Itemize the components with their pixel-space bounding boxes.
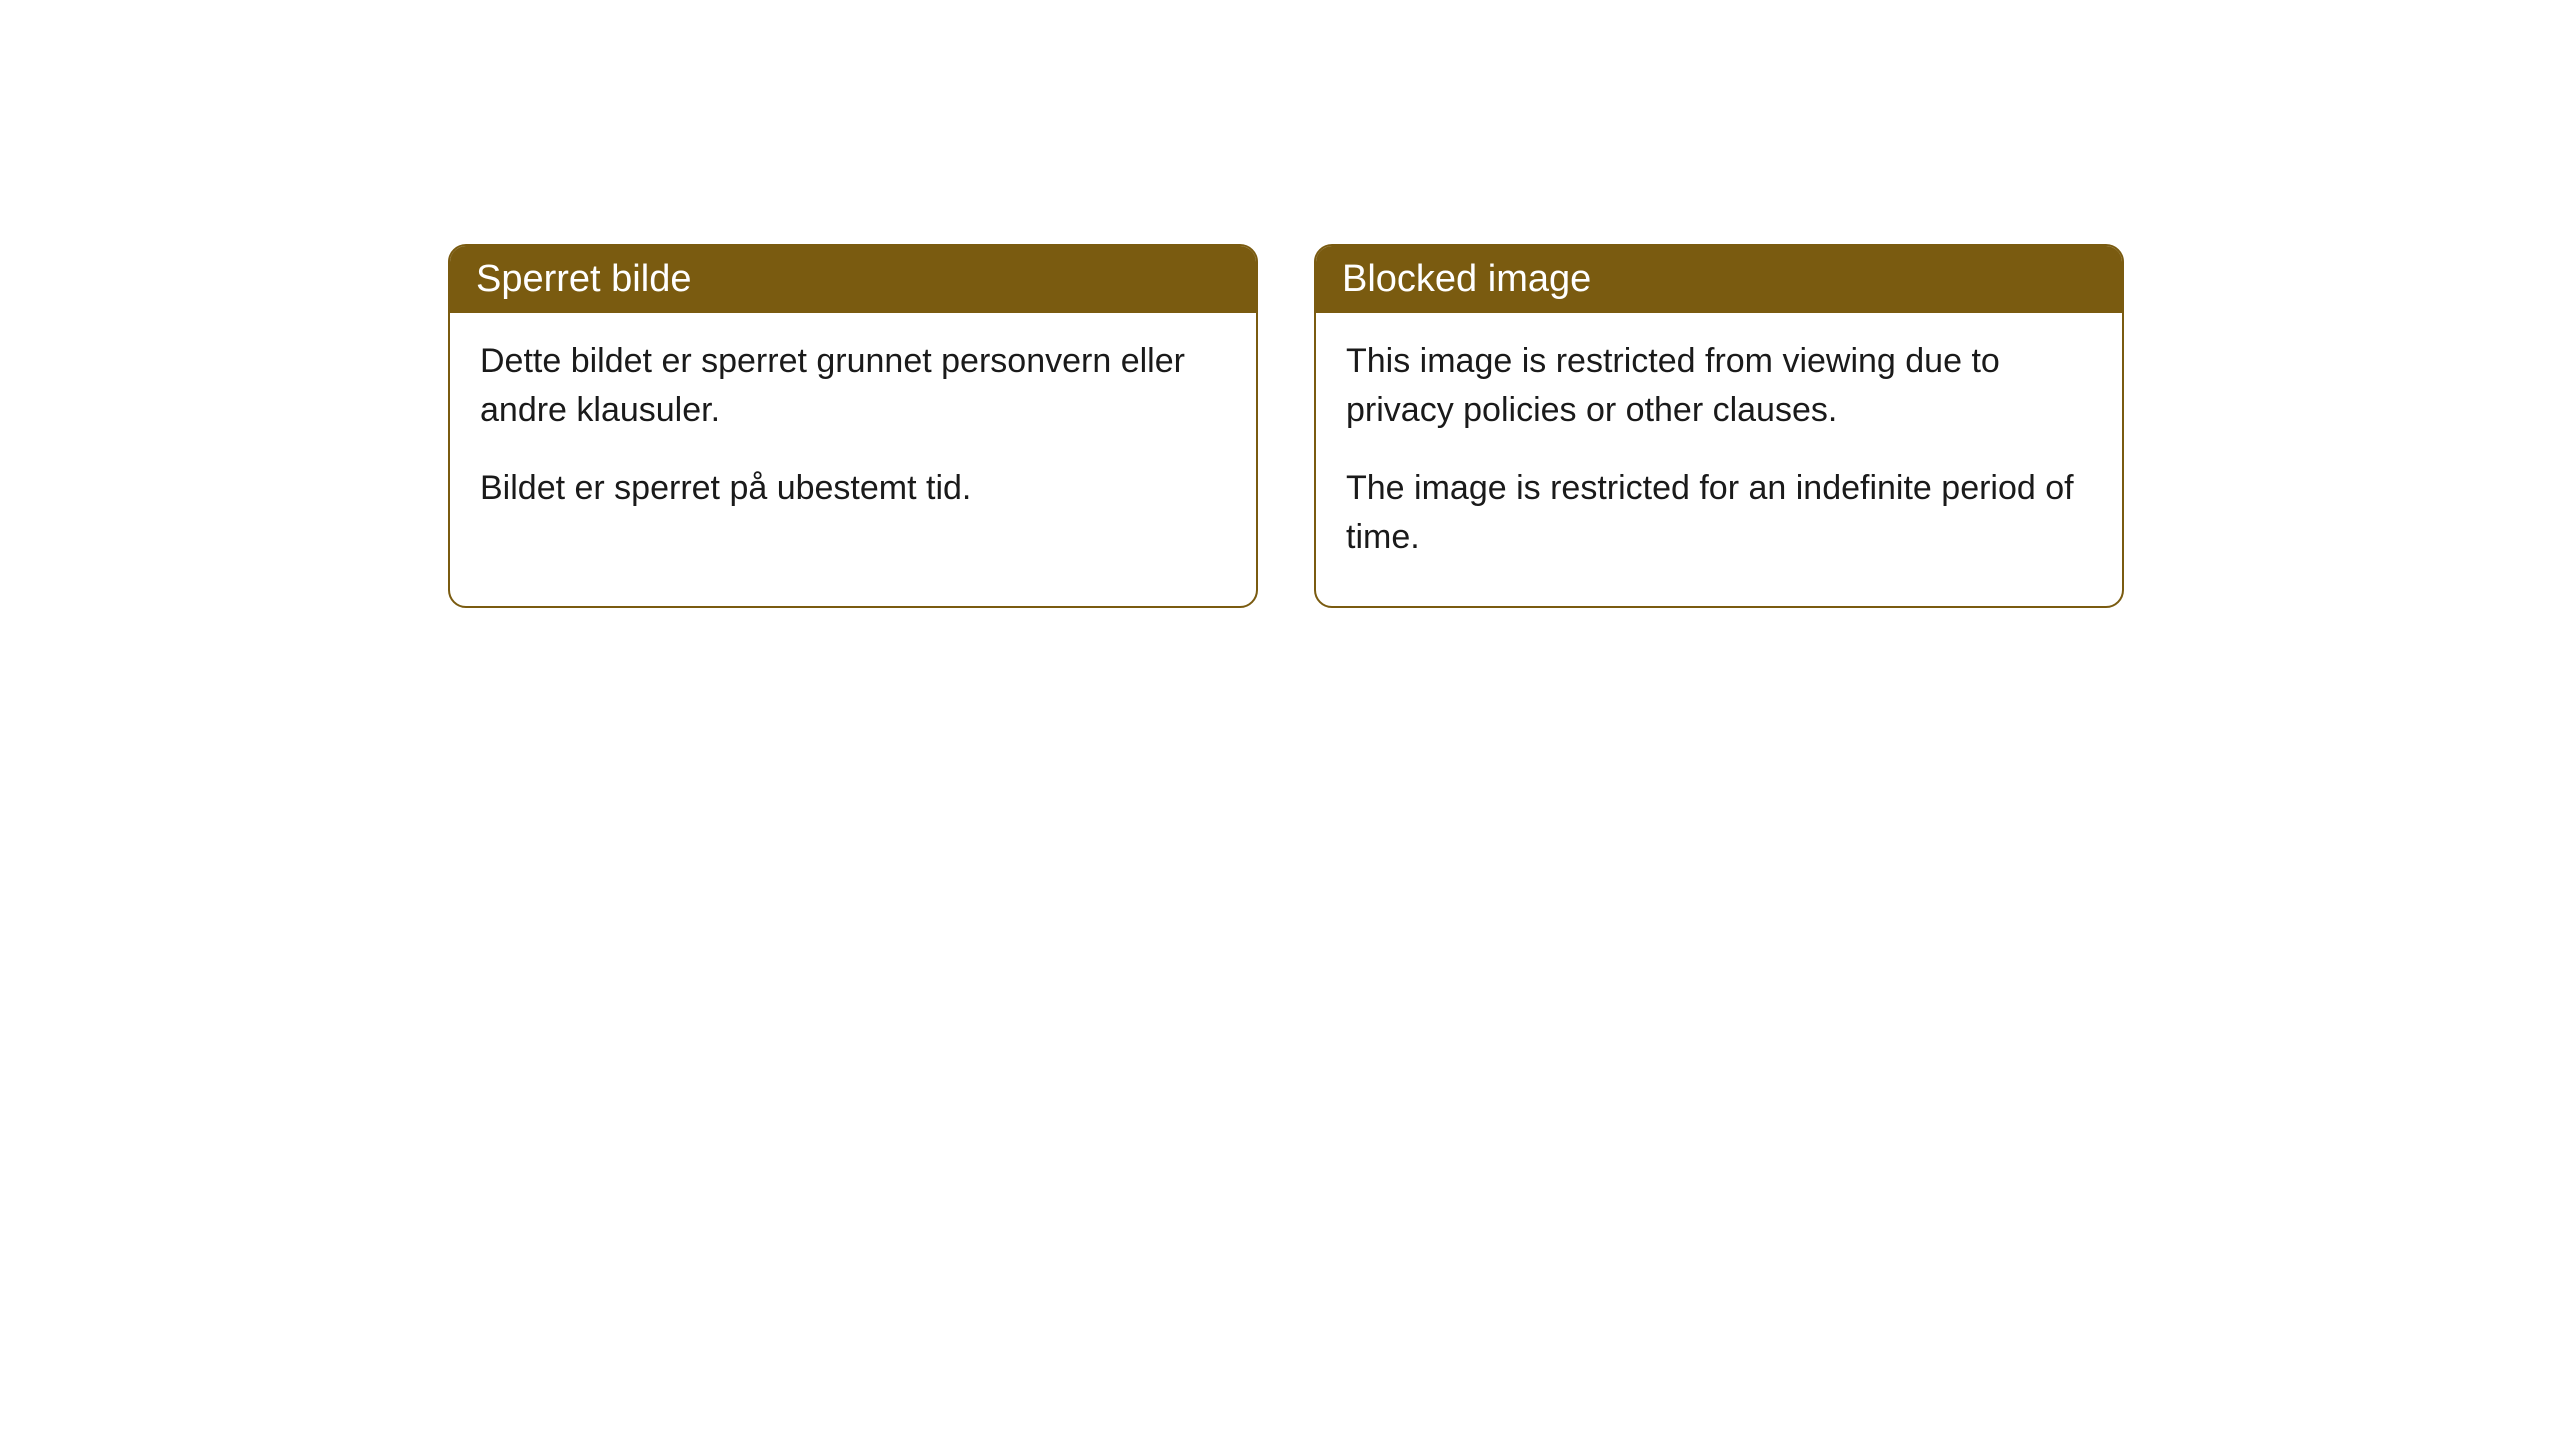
card-body: Dette bildet er sperret grunnet personve…: [450, 313, 1256, 557]
card-header: Sperret bilde: [450, 246, 1256, 313]
card-title: Blocked image: [1342, 258, 1591, 300]
notice-card-english: Blocked image This image is restricted f…: [1314, 244, 2124, 608]
card-paragraph: This image is restricted from viewing du…: [1346, 337, 2092, 436]
card-title: Sperret bilde: [476, 258, 691, 300]
card-body: This image is restricted from viewing du…: [1316, 313, 2122, 606]
card-paragraph: Dette bildet er sperret grunnet personve…: [480, 337, 1226, 436]
card-paragraph: Bildet er sperret på ubestemt tid.: [480, 464, 1226, 513]
card-header: Blocked image: [1316, 246, 2122, 313]
notice-card-norwegian: Sperret bilde Dette bildet er sperret gr…: [448, 244, 1258, 608]
notice-cards-container: Sperret bilde Dette bildet er sperret gr…: [448, 244, 2124, 608]
card-paragraph: The image is restricted for an indefinit…: [1346, 464, 2092, 563]
